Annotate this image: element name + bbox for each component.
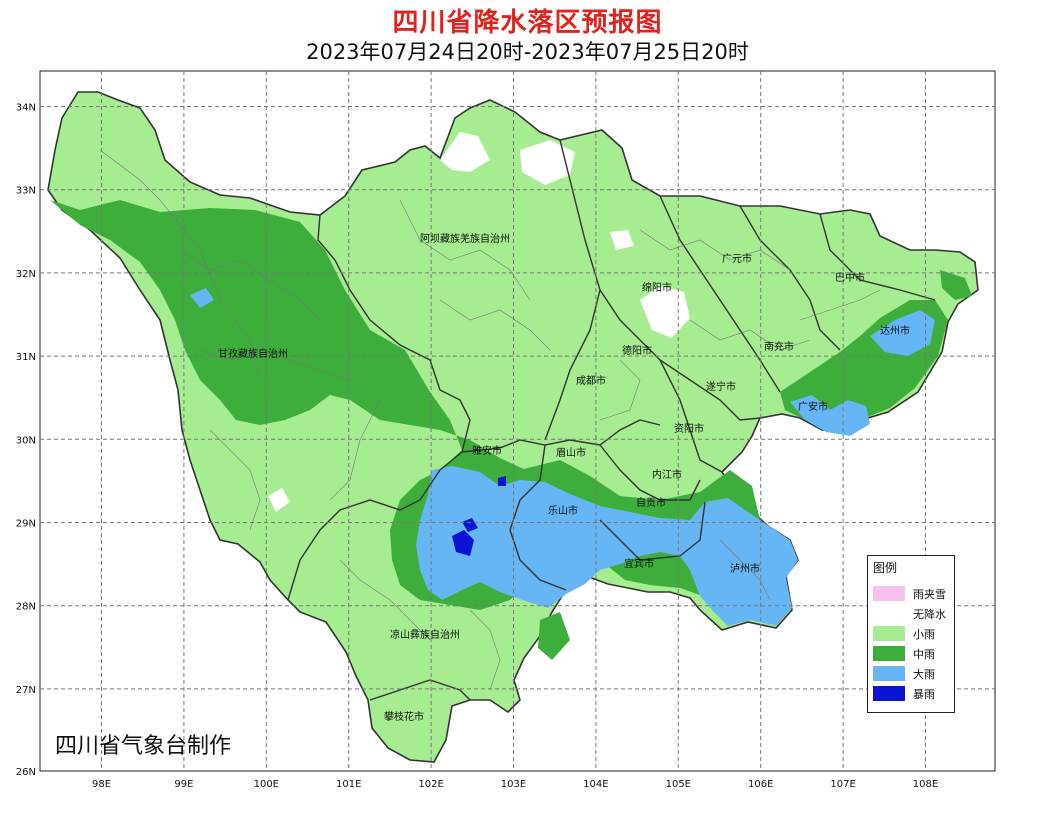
legend-swatch <box>873 666 905 681</box>
label-dazhou: 达州市 <box>880 324 910 337</box>
label-guangyuan: 广元市 <box>722 252 752 265</box>
latitude-tick-label: 26N <box>16 767 36 778</box>
rainstorm-area <box>498 476 506 486</box>
heavy-rain-area <box>190 288 214 308</box>
no-rain-area <box>610 230 634 250</box>
legend-item-light-rain: 小雨 <box>873 624 953 642</box>
legend-item-rainstorm: 暴雨 <box>873 684 953 702</box>
label-ganzi: 甘孜藏族自治州 <box>218 347 288 360</box>
label-neijiang: 内江市 <box>652 468 682 481</box>
longitude-tick-label: 104E <box>583 779 608 790</box>
latitude-tick-label: 34N <box>16 103 36 114</box>
longitude-tick-label: 107E <box>830 779 855 790</box>
label-liangshan: 凉山彝族自治州 <box>390 628 460 641</box>
label-yaan: 雅安市 <box>472 444 502 457</box>
legend-swatch <box>873 646 905 661</box>
label-meishan: 眉山市 <box>556 446 586 459</box>
legend-label: 小雨 <box>913 628 935 641</box>
legend-label: 中雨 <box>913 648 935 661</box>
legend-swatch <box>873 686 905 701</box>
longitude-tick-label: 105E <box>666 779 691 790</box>
latitude-tick-label: 30N <box>16 435 36 446</box>
longitude-tick-label: 99E <box>174 779 193 790</box>
county-boundaries <box>99 149 881 691</box>
latitude-tick-label: 32N <box>16 269 36 280</box>
axis-labels: 98E 99E 100E 101E 102E 103E 104E 105E 106E 107E 10… <box>16 103 938 791</box>
no-rain-area <box>440 132 490 172</box>
longitude-tick-label: 98E <box>92 779 111 790</box>
label-mianyang: 绵阳市 <box>642 281 672 294</box>
label-luzhou: 泸州市 <box>730 562 760 575</box>
precipitation-layer <box>47 91 979 763</box>
city-labels: 阿坝藏族羌族自治州 甘孜藏族自治州 凉山彝族自治州 攀枝花市 广元市 巴中市 绵… <box>218 232 910 723</box>
no-rain-area <box>520 140 575 185</box>
rainstorm-area <box>462 518 478 532</box>
latitude-tick-label: 27N <box>16 685 36 696</box>
legend-item-sleet: 雨夹雪 <box>873 584 953 602</box>
legend-item-heavy-rain: 大雨 <box>873 664 953 682</box>
legend-swatch <box>873 606 907 623</box>
legend-label: 大雨 <box>913 668 935 681</box>
legend-swatch <box>873 586 905 601</box>
latitude-tick-label: 33N <box>16 186 36 197</box>
no-rain-area <box>640 286 690 338</box>
legend-item-no-rain: 无降水 <box>873 604 953 623</box>
label-ziyang: 资阳市 <box>674 422 704 435</box>
longitude-tick-label: 106E <box>748 779 773 790</box>
heavy-rain-area <box>790 395 870 436</box>
legend: 图例 雨夹雪 无降水 小雨 中雨 大雨 暴雨 <box>867 555 955 713</box>
label-zigong: 自贡市 <box>636 496 666 509</box>
no-rain-area <box>268 488 290 512</box>
longitude-tick-label: 102E <box>418 779 443 790</box>
map-subtitle: 2023年07月24日20时-2023年07月25日20时 <box>306 40 749 64</box>
label-nanchong: 南充市 <box>764 340 794 353</box>
label-chengdu: 成都市 <box>576 374 606 387</box>
label-panzhihua: 攀枝花市 <box>384 710 424 723</box>
legend-label: 无降水 <box>913 608 946 621</box>
latitude-tick-label: 31N <box>16 352 36 363</box>
label-leshan: 乐山市 <box>548 504 578 517</box>
legend-label: 暴雨 <box>913 688 935 701</box>
label-yibin: 宜宾市 <box>624 557 654 570</box>
map-title: 四川省降水落区预报图 <box>392 8 663 38</box>
label-guangan: 广安市 <box>798 400 828 413</box>
legend-title: 图例 <box>873 561 898 575</box>
label-aba: 阿坝藏族羌族自治州 <box>420 232 510 245</box>
heavy-rain-area <box>416 466 798 626</box>
legend-swatch <box>873 626 905 641</box>
latitude-tick-label: 29N <box>16 519 36 530</box>
credit-text: 四川省气象台制作 <box>55 734 232 759</box>
moderate-rain-area <box>538 612 570 660</box>
latitude-tick-label: 28N <box>16 602 36 613</box>
longitude-tick-label: 103E <box>501 779 526 790</box>
legend-label: 雨夹雪 <box>913 588 946 601</box>
graticule-grid <box>40 71 995 771</box>
prefecture-boundaries <box>287 139 936 701</box>
legend-item-moderate-rain: 中雨 <box>873 644 953 662</box>
longitude-tick-label: 100E <box>254 779 279 790</box>
label-deyang: 德阳市 <box>622 344 652 357</box>
label-bazhong: 巴中市 <box>835 271 865 284</box>
rainstorm-area <box>452 530 474 556</box>
longitude-tick-label: 101E <box>336 779 361 790</box>
longitude-tick-label: 108E <box>913 779 938 790</box>
heavy-rain-area <box>870 310 935 356</box>
label-suining: 遂宁市 <box>706 380 736 393</box>
moderate-rain-area <box>940 270 972 300</box>
